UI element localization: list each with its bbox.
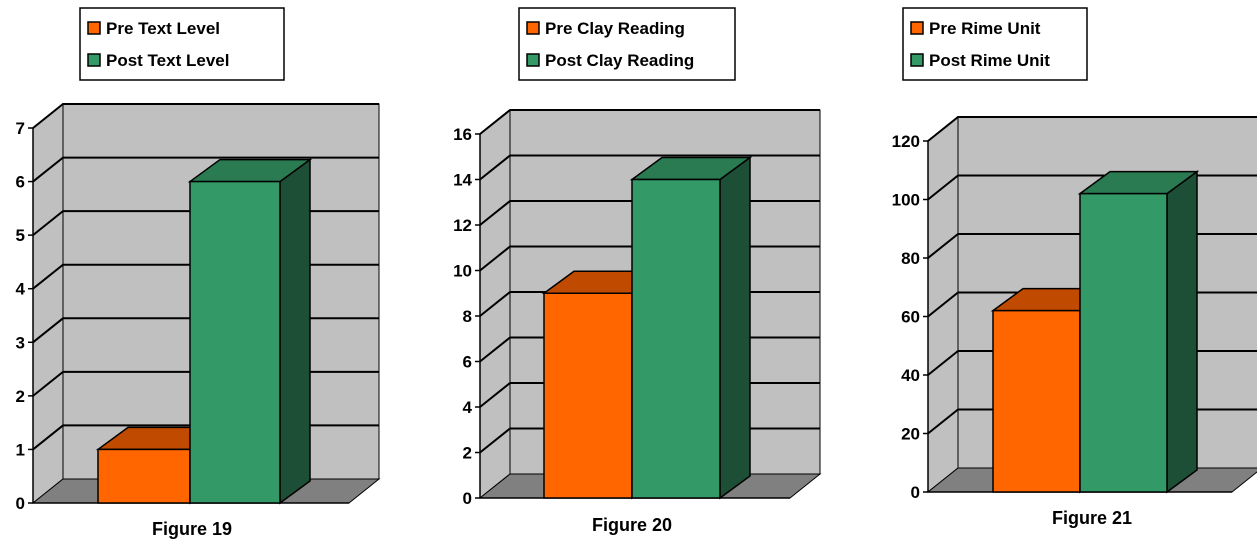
y-tick-label: 10 [453,262,472,281]
y-tick-label: 0 [911,483,920,502]
y-tick-label: 16 [453,125,472,144]
gridline [479,154,820,181]
legend-label: Pre Rime Unit [929,19,1041,38]
y-tick-label: 60 [901,308,920,327]
y-tick-label: 7 [16,119,25,138]
y-tick-label: 12 [453,216,472,235]
bar-front [1079,192,1168,493]
gridline [479,109,820,135]
y-tick-label: 100 [892,191,920,210]
figure-20-chart: 0 2 4 6 8 10 12 14 16 Pre Clay Reading Post Clay R… [453,7,822,535]
y-tick-label: 5 [16,226,25,245]
legend-swatch [910,53,924,67]
legend-label: Post Text Level [106,51,229,70]
bar-front [189,180,281,504]
figure-caption: Figure 20 [592,515,672,535]
legend: Pre Text Level Post Text Level [79,7,285,81]
bar-front [992,309,1081,493]
y-tick-label: 0 [16,494,25,513]
gridline [32,103,379,129]
y-tick-label: 3 [16,333,25,352]
legend-swatch [87,53,101,67]
bar-post [1077,170,1200,494]
y-tick-label: 2 [463,444,472,463]
figure-19-chart: 0 1 2 3 4 5 6 7 Pre Text Level Post Text Level Fig… [16,7,381,539]
gridline [32,156,379,183]
legend-box [79,7,285,81]
legend-swatch [910,21,924,35]
y-tick-label: 80 [901,249,920,268]
legend-label: Pre Clay Reading [545,19,685,38]
y-tick-label: 6 [16,173,25,192]
y-tick-label: 120 [892,132,920,151]
bar-side [719,156,751,500]
gridline [927,116,1257,142]
bar-front [631,178,721,499]
y-tick-label: 8 [463,307,472,326]
legend-box [902,7,1088,81]
y-tick-label: 14 [453,171,472,190]
bar-post [629,156,753,500]
legend-swatch [526,21,540,35]
y-tick-label: 4 [16,280,26,299]
y-tick-label: 1 [16,440,25,459]
figure-21-chart: 0 20 40 60 80 100 120 Pre Rime Unit Post Rime Un… [892,7,1257,528]
bar-front [97,448,191,504]
y-tick-label: 4 [463,398,473,417]
legend-label: Post Rime Unit [929,51,1050,70]
y-tick-label: 6 [463,353,472,372]
legend: Pre Clay Reading Post Clay Reading [518,7,736,81]
legend-box [518,7,736,81]
y-tick-label: 2 [16,387,25,406]
legend: Pre Rime Unit Post Rime Unit [902,7,1088,81]
y-tick-label: 20 [901,425,920,444]
side-wall [32,102,64,505]
bar-side [279,158,311,505]
y-tick-label: 40 [901,366,920,385]
legend-swatch [87,21,101,35]
bar-side [1166,170,1198,494]
bar-front [543,292,633,499]
legend-label: Pre Text Level [106,19,220,38]
figure-caption: Figure 21 [1052,508,1132,528]
legend-label: Post Clay Reading [545,51,694,70]
bar-post [187,158,313,505]
y-tick-label: 0 [463,489,472,508]
figure-caption: Figure 19 [152,519,232,539]
legend-swatch [526,53,540,67]
